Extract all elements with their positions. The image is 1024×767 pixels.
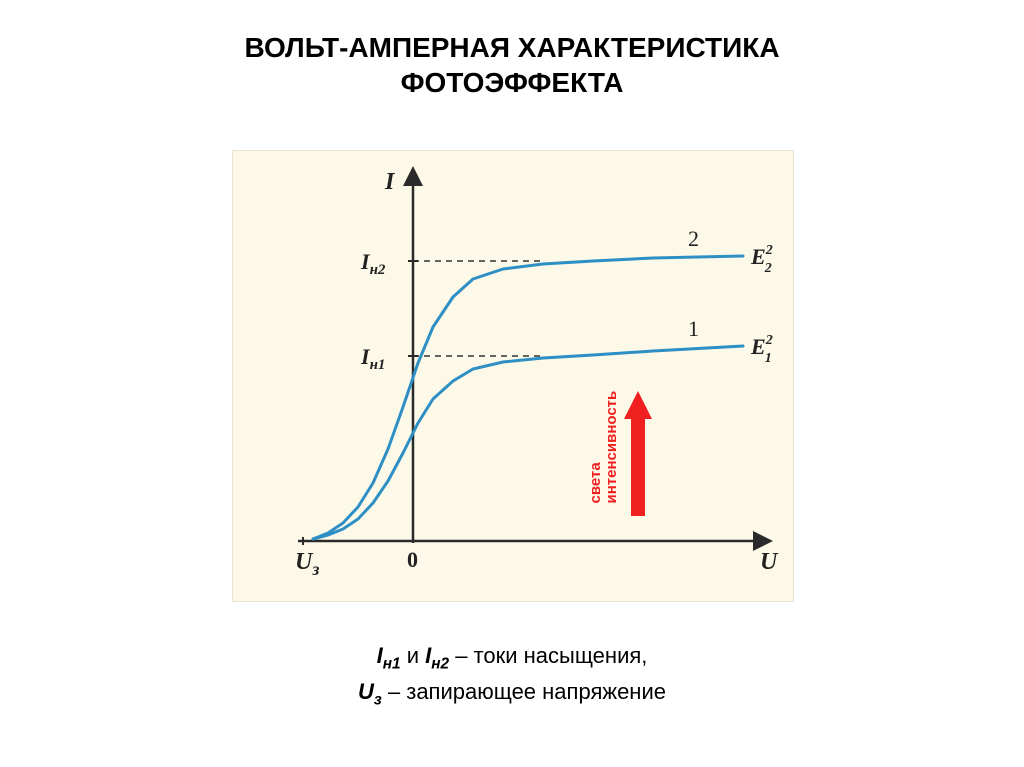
caption-U-sub: з (374, 691, 382, 708)
ylabel-1: Iн1 (360, 344, 385, 373)
title-line1: ВОЛЬТ-АМПЕРНАЯ ХАРАКТЕРИСТИКА (244, 32, 779, 63)
intensity-text-1: интенсивность (603, 391, 620, 504)
E-label-2: E22 (750, 243, 773, 276)
caption-rest2: – запирающее напряжение (382, 679, 666, 704)
y-axis-label: I (384, 169, 396, 195)
curve-num-2: 2 (688, 226, 699, 251)
caption-I2-sub: н2 (431, 655, 449, 672)
chart-container: I U 0 Uз Iн1 1 E21 Iн2 2 E22 интенсивностьсвета (232, 150, 794, 602)
origin-label: 0 (407, 547, 418, 572)
caption-I1-sub: н1 (383, 655, 401, 672)
caption-and: и (401, 643, 426, 668)
caption-rest1: – токи насыщения, (449, 643, 647, 668)
caption: Iн1 и Iн2 – токи насыщения, Uз – запираю… (0, 640, 1024, 711)
E-label-1: E21 (750, 333, 773, 366)
chart-plot-group: I U 0 Uз Iн1 1 E21 Iн2 2 E22 интенсивностьсвета (295, 169, 779, 579)
title-line2: ФОТОЭФФЕКТА (401, 67, 624, 98)
x-axis-label: U (760, 549, 779, 575)
page-title: ВОЛЬТ-АМПЕРНАЯ ХАРАКТЕРИСТИКА ФОТОЭФФЕКТ… (0, 30, 1024, 100)
curve-1 (313, 346, 743, 539)
intensity-text-2: света (587, 462, 604, 504)
chart-svg: I U 0 Uз Iн1 1 E21 Iн2 2 E22 интенсивностьсвета (233, 151, 793, 601)
intensity-arrow-icon (624, 391, 652, 516)
ylabel-2: Iн2 (360, 249, 386, 278)
caption-U: U (358, 679, 374, 704)
curve-num-1: 1 (688, 316, 699, 341)
uz-label: Uз (295, 549, 319, 579)
